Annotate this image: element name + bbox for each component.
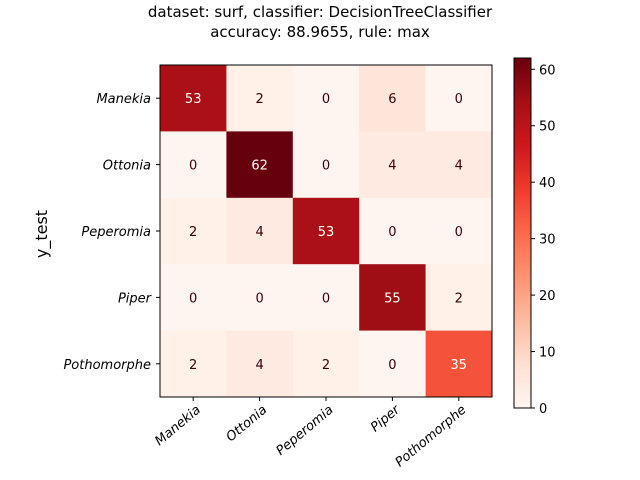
chart-title-line-1: dataset: surf, classifier: DecisionTreeC…: [147, 3, 493, 21]
cell-value-label: 53: [318, 225, 335, 240]
cell-value-label: 2: [189, 225, 197, 240]
cell-value-label: 0: [322, 159, 330, 174]
heatmap-cell: [160, 197, 227, 265]
heatmap-cell: [359, 264, 426, 331]
colorbar-tick-label: 50: [539, 120, 556, 135]
heatmap-cell: [292, 264, 360, 331]
heatmap-cell: [226, 264, 294, 331]
cell-value-label: 0: [455, 92, 463, 107]
cell-value-label: 2: [189, 358, 197, 373]
cell-value-label: 35: [451, 358, 468, 373]
cell-value-label: 0: [255, 291, 263, 306]
colorbar-tick-label: 30: [539, 233, 556, 248]
heatmap-cell: [425, 197, 493, 265]
cell-value-label: 0: [322, 92, 330, 107]
cell-value-label: 2: [455, 291, 463, 306]
heatmap-cell: [425, 330, 493, 398]
heatmap-cell: [359, 131, 426, 199]
heatmap-cell: [425, 264, 493, 331]
cell-value-label: 0: [322, 291, 330, 306]
chart-title-line-2: accuracy: 88.9655, rule: max: [210, 23, 430, 41]
colorbar-tick-label: 20: [539, 289, 556, 304]
x-tick-label: Piper: [368, 402, 404, 436]
cell-value-label: 0: [189, 291, 197, 306]
x-tick-label: Ottonia: [224, 403, 271, 445]
heatmap-cell: [425, 65, 493, 132]
cell-value-label: 4: [455, 159, 463, 174]
heatmap-cell: [359, 197, 426, 265]
y-axis-label: y_test: [32, 210, 52, 258]
cell-value-label: 53: [185, 92, 202, 107]
colorbar-tick-label: 40: [539, 176, 556, 191]
cell-value-label: 2: [322, 358, 330, 373]
heatmap-cell: [359, 330, 426, 398]
cell-value-label: 62: [251, 159, 268, 174]
cell-value-label: 0: [455, 225, 463, 240]
y-tick-label: Peperomia: [81, 225, 151, 240]
y-tick-label: Manekia: [96, 92, 151, 107]
heatmap-cell: [292, 65, 360, 132]
heatmap-cell: [226, 65, 294, 132]
y-tick-label: Ottonia: [103, 159, 151, 174]
cell-value-label: 0: [388, 225, 396, 240]
cell-value-label: 4: [255, 225, 263, 240]
colorbar: [513, 57, 532, 409]
heatmap-cell: [359, 65, 426, 132]
heatmap-cell: [160, 65, 227, 132]
heatmap-cell: [226, 197, 294, 265]
cell-value-label: 4: [388, 159, 396, 174]
heatmap-cell: [292, 330, 360, 398]
heatmap-cell: [292, 197, 360, 265]
heatmap-cell: [160, 131, 227, 199]
cell-value-label: 0: [388, 358, 396, 373]
cell-value-label: 6: [388, 92, 396, 107]
cell-value-label: 0: [189, 159, 197, 174]
cell-value-label: 55: [384, 291, 401, 306]
x-tick-label: Peperomia: [274, 403, 337, 459]
y-tick-label: Piper: [118, 291, 153, 306]
cell-value-label: 4: [255, 358, 263, 373]
colorbar-tick-label: 10: [539, 346, 556, 361]
x-tick-label: Manekia: [152, 403, 203, 450]
heatmap-cell: [226, 131, 294, 199]
heatmap-cell: [160, 330, 227, 398]
heatmap-cell: [160, 264, 227, 331]
heatmap-cell: [425, 131, 493, 199]
colorbar-tick-label: 60: [539, 63, 556, 78]
cell-value-label: 2: [255, 92, 263, 107]
colorbar-tick-label: 0: [539, 402, 547, 417]
heatmap-cell: [226, 330, 294, 398]
x-tick-label: Pothomorphe: [393, 403, 470, 471]
y-tick-label: Pothomorphe: [63, 358, 151, 373]
heatmap-cell: [292, 131, 360, 199]
